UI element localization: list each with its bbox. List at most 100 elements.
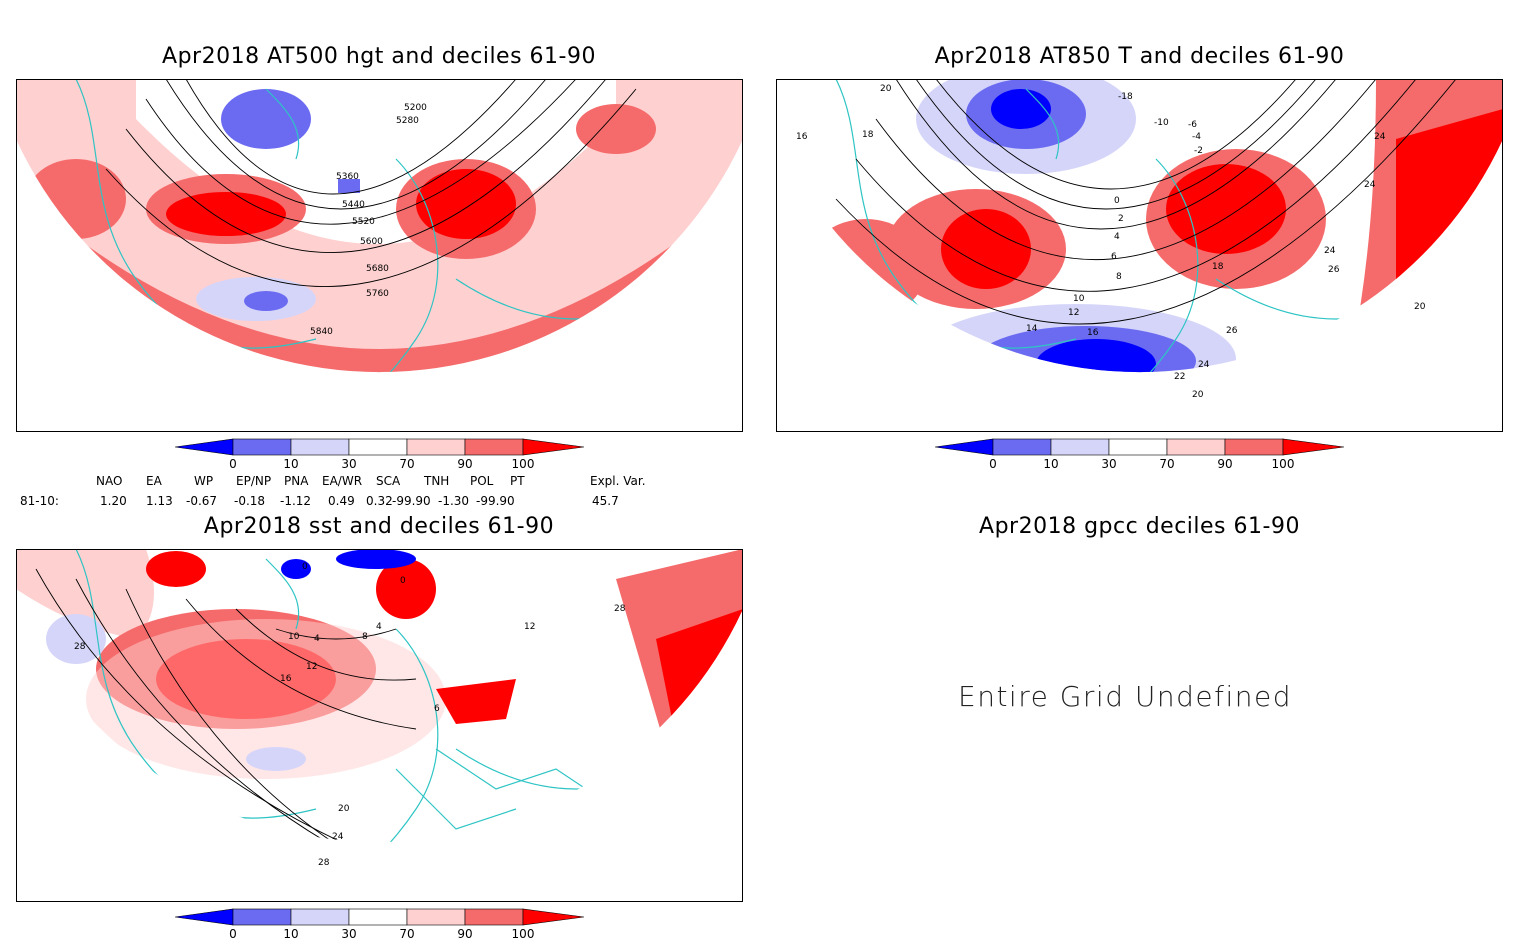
- tele-header: PT: [510, 474, 525, 488]
- contour-label: 24: [1324, 246, 1336, 256]
- colorbar-tick: 100: [1272, 457, 1295, 470]
- panel-title-sst: Apr2018 sst and deciles 61-90: [203, 514, 555, 539]
- contour-label: 0: [1114, 196, 1120, 206]
- tele-header: SCA: [376, 474, 401, 488]
- contour-label: 12: [524, 622, 535, 632]
- colorbar-tick: 10: [283, 457, 298, 470]
- map-panel-sst: 28 0 0 10 4 8 4 12 16 6 12 28 20 24 28: [16, 549, 743, 902]
- contour-label: 24: [1364, 180, 1376, 190]
- contour-label: 24: [1198, 360, 1210, 370]
- colorbar-tick: 0: [229, 927, 237, 940]
- contour-label: 5680: [366, 264, 389, 274]
- contour-label: -6: [1188, 120, 1197, 130]
- colorbar-at500: 0 10 30 70 90 100: [174, 438, 585, 471]
- contour-label: 28: [614, 604, 626, 614]
- contour-label: 5520: [352, 217, 375, 227]
- tele-header: POL: [470, 474, 494, 488]
- contour-label: 16: [796, 132, 808, 142]
- colorbar-tick: 0: [989, 457, 997, 470]
- tele-header: Expl. Var.: [590, 474, 646, 488]
- tele-value: -0.67: [186, 494, 218, 508]
- panel-title-gpcc: Apr2018 gpcc deciles 61-90: [979, 514, 1300, 539]
- tele-value: -1.12: [280, 494, 312, 508]
- map-panel-at850: 20 18 16 -18 -10 -6 -4 -2 0 2 4 6 8 10 1…: [776, 79, 1503, 432]
- contour-label: 12: [1068, 308, 1079, 318]
- contour-label: 5280: [396, 116, 419, 126]
- contour-label: 28: [318, 858, 330, 868]
- map-panel-at500: 5200 5280 5360 5440 5520 5600 5680 5760 …: [16, 79, 743, 432]
- contour-label: 6: [434, 704, 440, 714]
- tele-value: 45.7: [592, 494, 619, 508]
- panel-title-at850: Apr2018 AT850 T and deciles 61-90: [934, 44, 1345, 69]
- contour-label: 18: [862, 130, 874, 140]
- colorbar-tick: 70: [399, 457, 414, 470]
- colorbar-tick: 30: [1101, 457, 1116, 470]
- colorbar-tick: 100: [512, 927, 535, 940]
- contour-label: 16: [1087, 328, 1099, 338]
- contour-label: 5200: [404, 103, 427, 113]
- tele-value: 1.13: [146, 494, 173, 508]
- colorbar-tick: 30: [341, 927, 356, 940]
- contour-label: 26: [1226, 326, 1238, 336]
- contour-label: 20: [880, 84, 892, 94]
- contour-label: 20: [1192, 390, 1204, 400]
- tele-header: WP: [194, 474, 214, 488]
- contour-label: 4: [1114, 232, 1120, 242]
- contour-label: 8: [1116, 272, 1122, 282]
- contour-label: 8: [362, 632, 368, 642]
- colorbar-tick: 0: [229, 457, 237, 470]
- colorbar-tick: 90: [1217, 457, 1232, 470]
- contour-label: 2: [1118, 214, 1124, 224]
- contour-label: 24: [332, 832, 344, 842]
- contour-label: 26: [1328, 265, 1340, 275]
- contour-label: 5360: [336, 172, 359, 182]
- contour-label: 10: [1073, 294, 1085, 304]
- tele-value: 0.49: [328, 494, 355, 508]
- contour-label: 5600: [360, 237, 383, 247]
- tele-header: EA/WR: [322, 474, 363, 488]
- tele-header: PNA: [284, 474, 309, 488]
- undefined-grid-note: Entire Grid Undefined: [958, 680, 1293, 713]
- colorbar-tick: 70: [399, 927, 414, 940]
- contour-label: 28: [74, 642, 86, 652]
- contour-label: 16: [280, 674, 292, 684]
- contour-label: 20: [1414, 302, 1426, 312]
- colorbar-tick: 90: [457, 457, 472, 470]
- contour-label: 5840: [310, 327, 333, 337]
- contour-label: -2: [1194, 146, 1203, 156]
- tele-row-label: 81-10:: [20, 494, 59, 508]
- contour-label: 22: [1174, 372, 1185, 382]
- colorbar-tick: 70: [1159, 457, 1174, 470]
- contour-label: 5440: [342, 200, 365, 210]
- contour-label: 6: [1111, 252, 1117, 262]
- colorbar-sst: 0 10 30 70 90 100: [174, 908, 585, 941]
- contour-label: 10: [288, 632, 300, 642]
- contour-label: -18: [1118, 92, 1133, 102]
- tele-value: -99.90: [392, 494, 431, 508]
- contour-label: 18: [1212, 262, 1224, 272]
- contour-label: -10: [1154, 118, 1169, 128]
- tele-value: 0.32: [366, 494, 393, 508]
- tele-header: EA: [146, 474, 162, 488]
- colorbar-at850: 0 10 30 70 90 100: [934, 438, 1345, 471]
- tele-header: EP/NP: [236, 474, 272, 488]
- tele-value: -99.90: [476, 494, 515, 508]
- colorbar-tick: 10: [283, 927, 298, 940]
- contour-label: 0: [400, 576, 406, 586]
- contour-label: 24: [1374, 132, 1386, 142]
- tele-header: NAO: [96, 474, 123, 488]
- contour-label: 0: [302, 562, 308, 572]
- contour-label: 20: [338, 804, 350, 814]
- colorbar-tick: 10: [1043, 457, 1058, 470]
- contour-label: -4: [1192, 132, 1201, 142]
- contour-label: 14: [1026, 324, 1038, 334]
- panel-title-at500: Apr2018 AT500 hgt and deciles 61-90: [162, 44, 596, 69]
- tele-value: 1.20: [100, 494, 127, 508]
- colorbar-tick: 90: [457, 927, 472, 940]
- tele-header: TNH: [424, 474, 450, 488]
- tele-value: -0.18: [234, 494, 266, 508]
- contour-label: 5760: [366, 289, 389, 299]
- contour-label: 4: [314, 634, 320, 644]
- colorbar-tick: 30: [341, 457, 356, 470]
- colorbar-tick: 100: [512, 457, 535, 470]
